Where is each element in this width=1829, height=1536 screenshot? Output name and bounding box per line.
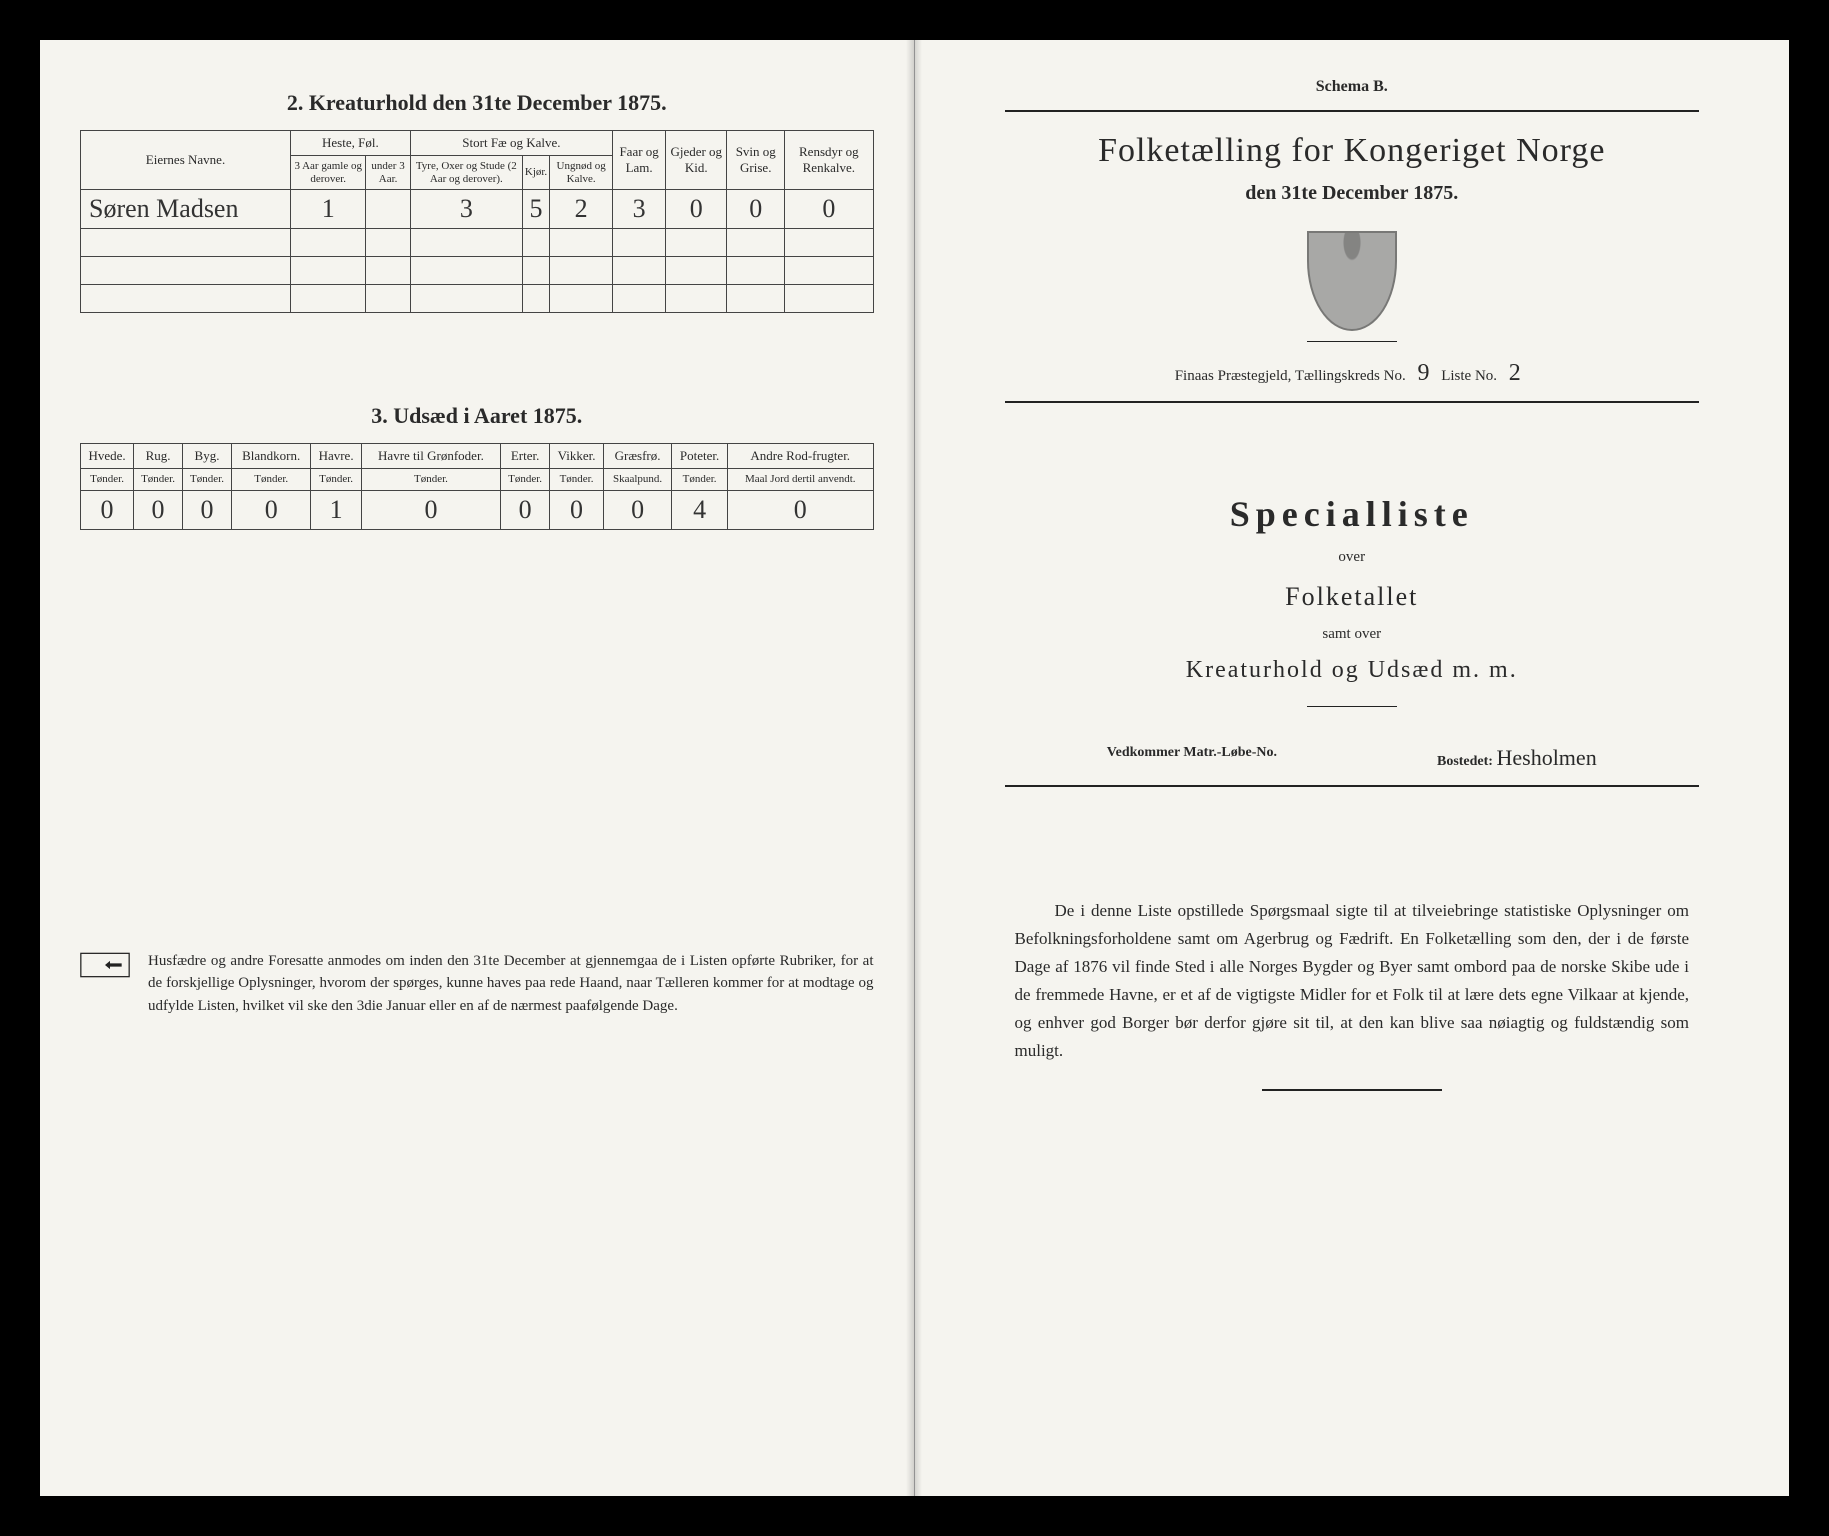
table-row: [81, 229, 874, 257]
footnote-text: Husfædre og andre Foresatte anmodes om i…: [148, 950, 874, 1018]
h: Græsfrø.: [604, 444, 672, 469]
sub-h4: Kjør.: [522, 156, 549, 190]
rule: [1005, 401, 1700, 403]
coat-of-arms-icon: [1307, 231, 1397, 331]
h: Poteter.: [672, 444, 728, 469]
samt-label: samt over: [955, 626, 1750, 643]
u: Tønder.: [231, 469, 310, 491]
matr-line: Vedkommer Matr.-Løbe-No. Bostedet: Hesho…: [955, 745, 1750, 771]
col-cattle: Stort Fæ og Kalve.: [410, 131, 612, 156]
rule: [1262, 1089, 1442, 1091]
h: Havre.: [311, 444, 361, 469]
section3-title: 3. Udsæd i Aaret 1875.: [80, 403, 874, 429]
census-date: den 31te December 1875.: [955, 182, 1750, 205]
bosted-value: Hesholmen: [1496, 745, 1596, 770]
cell: 0: [727, 190, 785, 229]
u: Tønder.: [81, 469, 134, 491]
col-reindeer: Rensdyr og Renkalve.: [785, 131, 873, 190]
rule: [1307, 341, 1397, 342]
district-line: Finaas Præstegjeld, Tællingskreds No. 9 …: [955, 360, 1750, 387]
u: Tønder.: [311, 469, 361, 491]
col-horses: Heste, Føl.: [291, 131, 411, 156]
seed-table: Hvede. Rug. Byg. Blandkorn. Havre. Havre…: [80, 443, 874, 530]
h: Blandkorn.: [231, 444, 310, 469]
cell: [366, 190, 410, 229]
cell: 0: [666, 190, 727, 229]
left-page: 2. Kreaturhold den 31te December 1875. E…: [40, 40, 915, 1496]
col-owner: Eiernes Navne.: [81, 131, 291, 190]
footnote: Husfædre og andre Foresatte anmodes om i…: [80, 950, 874, 1018]
folketallet-heading: Folketallet: [955, 582, 1750, 612]
rule: [1005, 110, 1700, 112]
list-no: 2: [1501, 360, 1529, 386]
rule: [1005, 785, 1700, 787]
cell: 0: [134, 490, 183, 529]
h: Vikker.: [550, 444, 604, 469]
u: Tønder.: [183, 469, 232, 491]
matr-label: Vedkommer Matr.-Løbe-No.: [1107, 745, 1277, 771]
u: Skaalpund.: [604, 469, 672, 491]
table-row: 0 0 0 0 1 0 0 0 0 4 0: [81, 490, 874, 529]
u: Tønder.: [501, 469, 550, 491]
bosted-label: Bostedet:: [1437, 754, 1493, 769]
cell: 4: [672, 490, 728, 529]
kreatur-heading: Kreaturhold og Udsæd m. m.: [955, 657, 1750, 684]
sub-h3: Tyre, Oxer og Stude (2 Aar og derover).: [410, 156, 522, 190]
right-page: Schema B. Folketælling for Kongeriget No…: [915, 40, 1790, 1496]
cell: 1: [291, 190, 366, 229]
cell: 0: [604, 490, 672, 529]
rule: [1307, 706, 1397, 707]
cell: 3: [613, 190, 666, 229]
sub-h2: under 3 Aar.: [366, 156, 410, 190]
h: Hvede.: [81, 444, 134, 469]
sub-h5: Ungnød og Kalve.: [550, 156, 613, 190]
sub-h1: 3 Aar gamle og derover.: [291, 156, 366, 190]
u: Tønder.: [672, 469, 728, 491]
cell: 0: [550, 490, 604, 529]
u: Tønder.: [550, 469, 604, 491]
section2-title: 2. Kreaturhold den 31te December 1875.: [80, 90, 874, 116]
u: Tønder.: [134, 469, 183, 491]
spine-shadow: [906, 40, 922, 1496]
pointing-hand-icon: [80, 952, 130, 978]
h: Andre Rod-frugter.: [727, 444, 873, 469]
scan-frame: 2. Kreaturhold den 31te December 1875. E…: [40, 40, 1789, 1496]
body-text: De i denne Liste opstillede Spørgsmaal s…: [1015, 897, 1690, 1065]
census-title: Folketælling for Kongeriget Norge: [955, 132, 1750, 170]
u: Maal Jord dertil anvendt.: [727, 469, 873, 491]
cell: 3: [410, 190, 522, 229]
cell: 5: [522, 190, 549, 229]
cell: 0: [727, 490, 873, 529]
h: Byg.: [183, 444, 232, 469]
cell: 0: [231, 490, 310, 529]
col-sheep: Faar og Lam.: [613, 131, 666, 190]
cell: 0: [81, 490, 134, 529]
specialliste-heading: Specialliste: [955, 493, 1750, 535]
h: Havre til Grønfoder.: [361, 444, 500, 469]
table-row: [81, 257, 874, 285]
u: Tønder.: [361, 469, 500, 491]
cell: 2: [550, 190, 613, 229]
col-goats: Gjeder og Kid.: [666, 131, 727, 190]
cell: 0: [501, 490, 550, 529]
schema-label: Schema B.: [955, 78, 1750, 96]
table-row: Søren Madsen 1 3 5 2 3 0 0 0: [81, 190, 874, 229]
over-label: over: [955, 549, 1750, 566]
district-label: Finaas Præstegjeld, Tællingskreds No.: [1175, 368, 1406, 384]
table-row: [81, 285, 874, 313]
cell: 1: [311, 490, 361, 529]
cell: 0: [361, 490, 500, 529]
cell: 0: [785, 190, 873, 229]
livestock-table: Eiernes Navne. Heste, Føl. Stort Fæ og K…: [80, 130, 874, 313]
district-no: 9: [1409, 360, 1437, 386]
col-pigs: Svin og Grise.: [727, 131, 785, 190]
owner-name: Søren Madsen: [81, 190, 291, 229]
list-label: Liste No.: [1441, 368, 1497, 384]
h: Erter.: [501, 444, 550, 469]
cell: 0: [183, 490, 232, 529]
h: Rug.: [134, 444, 183, 469]
